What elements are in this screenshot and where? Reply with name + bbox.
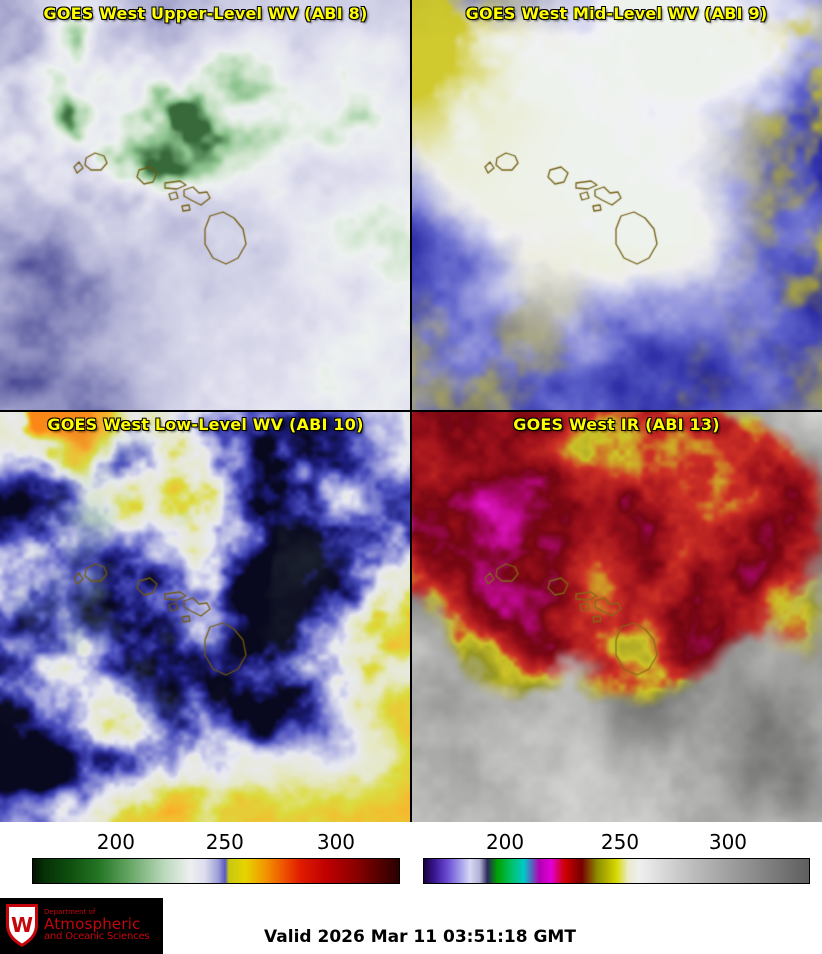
satellite-image-abi9: [411, 0, 822, 411]
wv-colorbar-group: 200 250 300: [32, 828, 400, 884]
ir-colorbar-group: 200 250 300: [423, 828, 810, 884]
valid-timestamp: Valid 2026 Mar 11 03:51:18 GMT: [264, 927, 576, 947]
quad-panel-grid: GOES West Upper-Level WV (ABI 8) GOES We…: [0, 0, 822, 822]
wv-colorbar: [32, 858, 400, 884]
colorbar-tick-300: 300: [316, 830, 356, 854]
uw-aos-logo: W Department of Atmospheric and Oceanic …: [0, 898, 163, 954]
panel-title-abi8: GOES West Upper-Level WV (ABI 8): [43, 4, 368, 23]
uw-crest-letter: W: [11, 913, 33, 937]
colorbar-tick-250: 250: [205, 830, 244, 854]
uw-crest-icon: W: [6, 904, 38, 947]
department-line1: Department of: [44, 907, 96, 916]
panel-title-abi10: GOES West Low-Level WV (ABI 10): [47, 415, 364, 434]
footer: W Department of Atmospheric and Oceanic …: [0, 890, 822, 954]
panel-title-abi13: GOES West IR (ABI 13): [513, 415, 720, 434]
colorbar-tick-250: 250: [600, 830, 640, 854]
department-line3: and Oceanic Sciences: [44, 931, 150, 943]
colorbar-tick-200: 200: [96, 830, 135, 854]
department-text: Department of Atmospheric and Oceanic Sc…: [44, 907, 150, 944]
satellite-image-abi8: [0, 0, 411, 411]
satellite-image-abi10: [0, 411, 411, 822]
colorbar-row: 200 250 300 200 250 300: [0, 822, 822, 890]
department-line2: Atmospheric: [44, 915, 141, 934]
satellite-image-abi13: [411, 411, 822, 822]
panel-ir: GOES West IR (ABI 13): [411, 411, 822, 822]
panel-upper-level-wv: GOES West Upper-Level WV (ABI 8): [0, 0, 411, 411]
ir-colorbar: [423, 858, 810, 884]
panel-mid-level-wv: GOES West Mid-Level WV (ABI 9): [411, 0, 822, 411]
ir-colorbar-ticks: 200 250 300: [423, 828, 810, 858]
wv-colorbar-ticks: 200 250 300: [32, 828, 400, 858]
panel-title-abi9: GOES West Mid-Level WV (ABI 9): [465, 4, 768, 23]
colorbar-tick-300: 300: [708, 830, 748, 854]
panel-low-level-wv: GOES West Low-Level WV (ABI 10): [0, 411, 411, 822]
colorbar-tick-200: 200: [485, 830, 525, 854]
panel-divider-horizontal: [0, 410, 822, 412]
